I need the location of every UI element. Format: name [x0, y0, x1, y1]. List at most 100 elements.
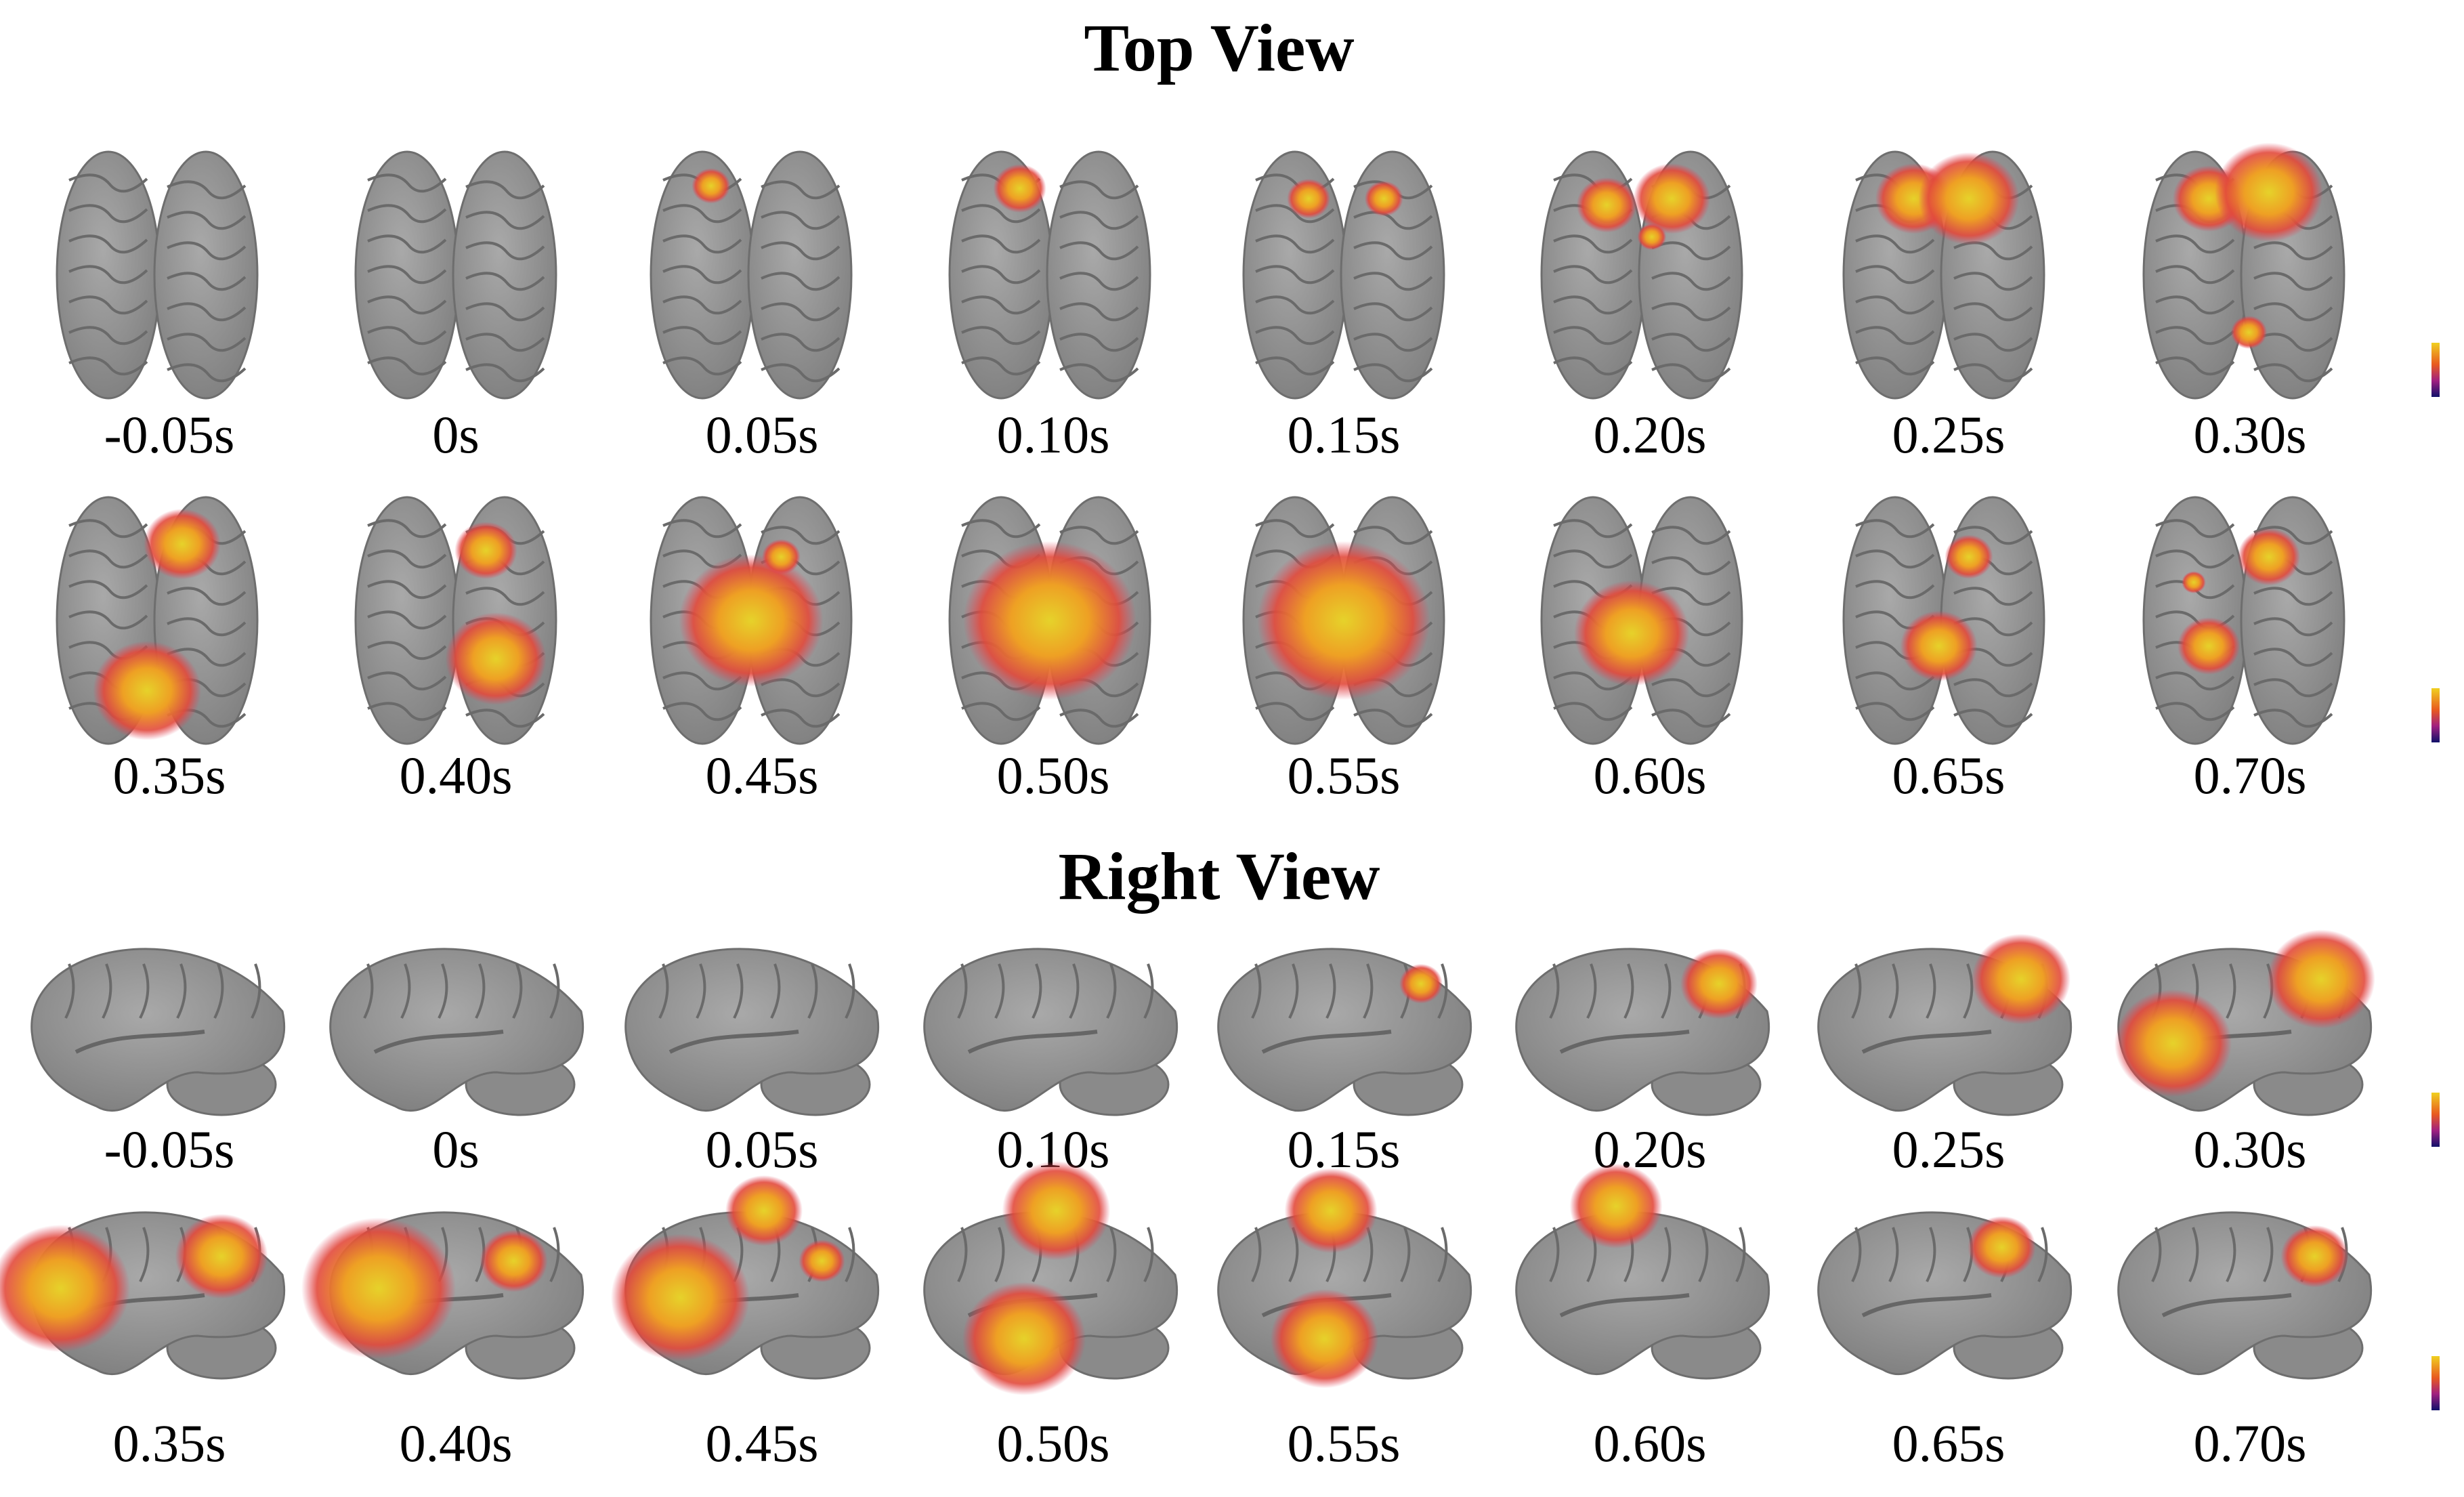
brain: [2142, 142, 2345, 400]
sulcus: [1325, 963, 1336, 1019]
sulcus: [961, 702, 1041, 721]
sulcus: [167, 363, 247, 383]
activation: [725, 1175, 803, 1246]
sulcus: [1255, 356, 1335, 376]
sulcus: [662, 702, 742, 721]
section-title: Right View: [1059, 839, 1380, 914]
sulcus: [1255, 234, 1335, 254]
sulcus: [662, 234, 742, 254]
sulcus: [68, 519, 148, 539]
sulcus: [961, 265, 1041, 284]
sulcus: [465, 587, 545, 606]
sulcus: [1855, 356, 1935, 376]
sulcus: [1059, 363, 1139, 383]
sulcus: [367, 702, 447, 721]
sulcus: [139, 1227, 150, 1282]
time-label: 0.50s: [997, 1414, 1110, 1473]
sulcus: [1553, 702, 1633, 721]
sulcus: [167, 302, 247, 322]
time-label: 0.15s: [1288, 1120, 1401, 1179]
sulcus: [1559, 1030, 1690, 1054]
activation: [2230, 316, 2268, 350]
brain: [923, 1161, 1178, 1395]
sulcus: [367, 356, 447, 376]
activation: [1270, 1289, 1379, 1389]
activation: [480, 1229, 548, 1292]
sulcus: [1400, 1227, 1411, 1282]
sulcus: [961, 356, 1041, 376]
activation: [2280, 1225, 2349, 1288]
activation: [1680, 948, 1758, 1019]
sulcus: [465, 333, 545, 352]
sulcus: [1926, 963, 1936, 1019]
sulcus: [761, 272, 841, 291]
activation: [2237, 528, 2301, 586]
sulcus: [658, 963, 669, 1019]
brain: [2117, 1211, 2373, 1380]
brain: [2142, 496, 2345, 745]
brain: [354, 496, 557, 745]
sulcus: [1855, 234, 1935, 254]
sulcus: [2253, 526, 2333, 545]
sulcus: [1953, 678, 2033, 698]
activation: [679, 554, 824, 687]
activation: [301, 1217, 456, 1359]
brain: [1540, 150, 1743, 400]
sulcus: [1851, 1227, 1862, 1282]
brain: [56, 496, 259, 745]
sulcus: [1651, 302, 1731, 322]
sulcus: [961, 326, 1041, 345]
activation: [1918, 152, 2020, 245]
sulcus: [1059, 211, 1139, 230]
sulcus: [465, 180, 545, 200]
time-label: 0.55s: [1288, 1414, 1401, 1473]
sulcus: [1549, 1227, 1560, 1282]
sulcus: [68, 549, 148, 569]
sulcus: [994, 963, 1005, 1019]
time-label: 0.60s: [1594, 746, 1707, 805]
time-label: 0s: [432, 405, 479, 464]
brain: [650, 496, 853, 745]
time-label: 0.45s: [706, 1414, 819, 1473]
sulcus: [1032, 963, 1042, 1019]
sulcus: [2253, 587, 2333, 606]
brain: [354, 150, 557, 400]
activation: [2215, 142, 2323, 243]
activation: [454, 522, 517, 579]
brain: [923, 948, 1178, 1116]
brain: [610, 1175, 880, 1380]
sulcus: [761, 333, 841, 352]
sulcus: [167, 617, 247, 637]
activation: [175, 1214, 268, 1299]
sulcus: [1353, 333, 1433, 352]
time-label: 0.65s: [1892, 1414, 2005, 1473]
sulcus: [1255, 295, 1335, 315]
sulcus: [2037, 1227, 2048, 1282]
sulcus: [1251, 1227, 1262, 1282]
sulcus: [367, 549, 447, 569]
brain: [1242, 496, 1445, 745]
sulcus: [1353, 211, 1433, 230]
time-label: 0.60s: [1594, 1414, 1707, 1473]
sulcus: [465, 211, 545, 230]
sulcus: [1106, 1227, 1117, 1282]
time-label: 0.70s: [2194, 746, 2307, 805]
sulcus: [1553, 671, 1633, 691]
sulcus: [1288, 963, 1299, 1019]
sulcus: [1251, 963, 1262, 1019]
activation: [761, 539, 801, 575]
sulcus: [696, 963, 706, 1019]
sulcus: [167, 587, 247, 606]
sulcus: [1651, 556, 1731, 576]
sulcus: [465, 709, 545, 728]
sulcus: [1855, 671, 1935, 691]
brain: [948, 496, 1151, 745]
sulcus: [961, 295, 1041, 315]
sulcus: [2253, 648, 2333, 667]
activation: [1576, 177, 1637, 233]
sulcus: [251, 963, 261, 1019]
brain: [1217, 948, 1472, 1116]
sulcus: [2155, 519, 2235, 539]
sulcus: [1059, 241, 1139, 261]
sulcus: [2155, 549, 2235, 569]
